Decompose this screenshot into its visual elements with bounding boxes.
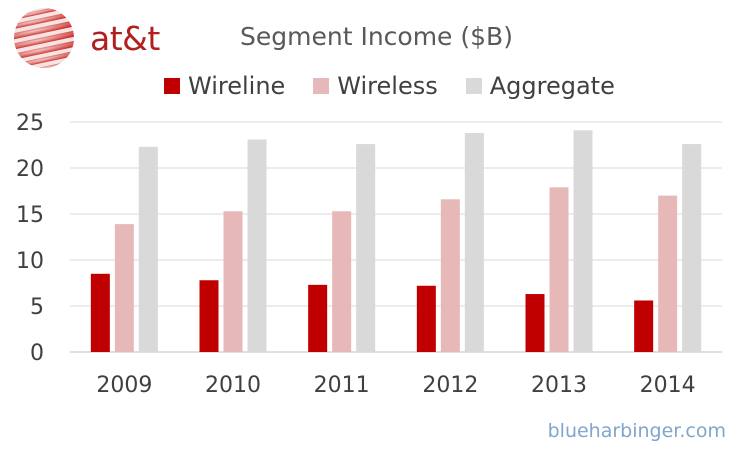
x-tick-label: 2013 [531, 373, 587, 398]
bar-wireless-2014 [658, 195, 678, 352]
bar-aggregate-2013 [573, 130, 593, 352]
bar-wireless-2012 [440, 199, 460, 352]
legend-item-wireless: Wireless [313, 72, 438, 100]
x-tick-label: 2009 [96, 373, 152, 398]
bar-wireless-2009 [114, 224, 134, 352]
logo-wordmark: at&t [90, 19, 160, 58]
x-tick-label: 2010 [205, 373, 261, 398]
bar-wireline-2010 [199, 280, 219, 352]
bar-aggregate-2011 [356, 144, 376, 352]
y-tick-label: 5 [30, 295, 44, 320]
watermark-text: blueharbinger.com [547, 420, 726, 442]
y-tick-label: 0 [30, 341, 44, 366]
bar-wireline-2009 [90, 273, 110, 352]
bar-aggregate-2010 [247, 139, 267, 352]
bar-wireline-2013 [525, 294, 545, 352]
bar-wireline-2012 [416, 285, 436, 352]
legend-label: Wireline [188, 72, 286, 100]
bar-aggregate-2012 [464, 133, 484, 352]
y-tick-label: 10 [16, 249, 44, 274]
att-logo: at&t [8, 4, 168, 72]
bar-wireless-2013 [549, 187, 569, 352]
legend-item-aggregate: Aggregate [465, 72, 615, 100]
x-tick-label: 2011 [314, 373, 370, 398]
legend-label: Aggregate [489, 72, 615, 100]
bar-wireline-2011 [308, 284, 328, 352]
bar-wireless-2011 [332, 211, 352, 352]
y-tick-label: 20 [16, 157, 44, 182]
bar-aggregate-2009 [138, 146, 158, 352]
legend-label: Wireless [337, 72, 438, 100]
x-tick-label: 2012 [422, 373, 478, 398]
legend-swatch [164, 78, 180, 94]
legend-swatch [465, 78, 482, 94]
y-tick-label: 15 [16, 203, 44, 228]
legend-item-wireline: Wireline [164, 72, 285, 100]
y-tick-label: 25 [16, 111, 44, 136]
bar-wireline-2014 [634, 300, 654, 352]
chart-legend: Wireline Wireless Aggregate [164, 70, 643, 102]
x-tick-label: 2014 [640, 373, 696, 398]
globe-icon [14, 8, 74, 68]
legend-swatch [313, 78, 330, 94]
chart-title: Segment Income ($B) [240, 22, 513, 51]
bar-aggregate-2014 [682, 144, 702, 352]
bar-wireless-2010 [223, 211, 243, 352]
